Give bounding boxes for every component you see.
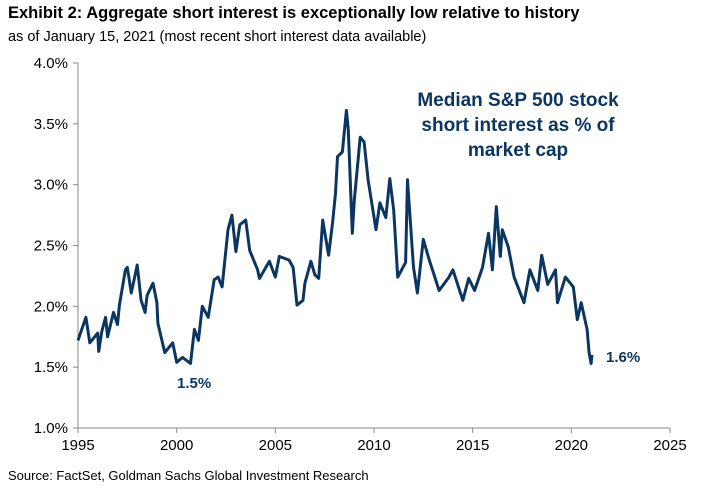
chart-subtitle: as of January 15, 2021 (most recent shor… xyxy=(8,29,427,45)
y-tick-label: 2.5% xyxy=(34,238,68,255)
y-tick-label: 1.5% xyxy=(34,359,68,376)
x-tick-label: 2005 xyxy=(259,437,292,454)
series-label-line-3: market cap xyxy=(468,140,568,161)
series-label-line-2: short interest as % of xyxy=(421,115,615,136)
y-tick-label: 4.0% xyxy=(34,55,68,72)
x-tick-label: 1995 xyxy=(61,437,94,454)
x-tick-label: 2025 xyxy=(653,437,686,454)
y-tick-label: 1.0% xyxy=(34,420,68,437)
x-tick-label: 2020 xyxy=(555,437,588,454)
annotation-low-2000: 1.5% xyxy=(177,375,211,392)
chart-title: Exhibit 2: Aggregate short interest is e… xyxy=(8,4,580,22)
series-line xyxy=(76,108,594,365)
x-tick-label: 2010 xyxy=(357,437,390,454)
y-tick-label: 3.5% xyxy=(34,116,68,133)
x-tick-label: 2000 xyxy=(160,437,193,454)
y-tick-label: 3.0% xyxy=(34,177,68,194)
source-note: Source: FactSet, Goldman Sachs Global In… xyxy=(8,468,369,483)
x-tick-label: 2015 xyxy=(456,437,489,454)
annotation-latest: 1.6% xyxy=(606,349,640,366)
y-tick-label: 2.0% xyxy=(34,298,68,315)
series-label-line-1: Median S&P 500 stock xyxy=(417,90,619,111)
